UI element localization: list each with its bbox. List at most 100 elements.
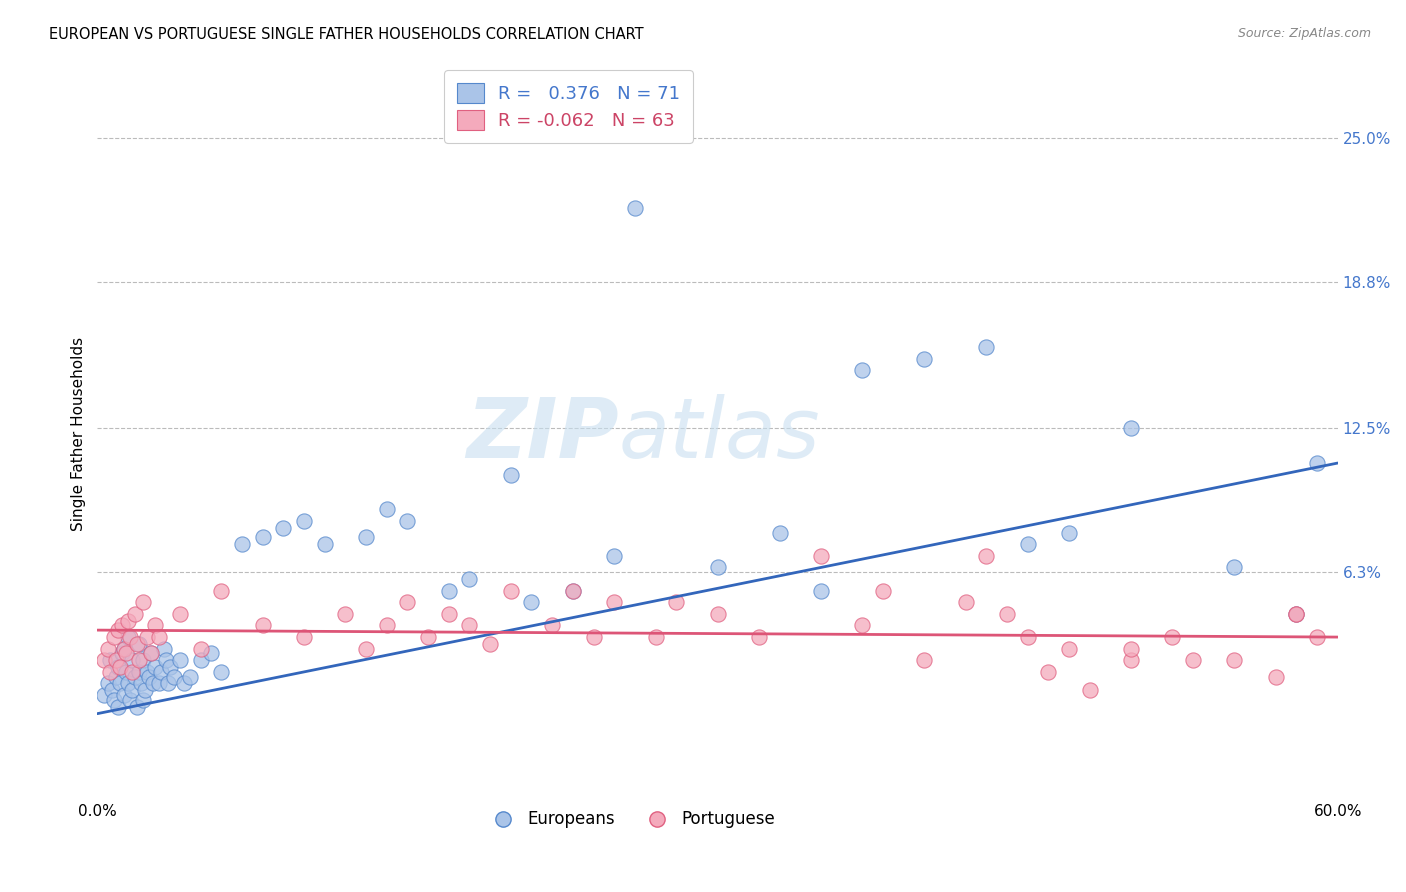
Point [396, 514, 419, 528]
Point [458, 572, 481, 586]
Point [810, 583, 832, 598]
Point [851, 363, 873, 377]
Point [103, 630, 125, 644]
Point [1057, 525, 1080, 540]
Point [103, 692, 125, 706]
Point [1119, 641, 1142, 656]
Point [108, 676, 131, 690]
Point [976, 549, 998, 563]
Point [112, 641, 135, 656]
Point [93, 653, 115, 667]
Point [104, 669, 127, 683]
Point [1285, 607, 1308, 621]
Point [520, 595, 543, 609]
Point [132, 653, 155, 667]
Point [143, 618, 166, 632]
Point [561, 583, 583, 598]
Point [136, 630, 159, 644]
Point [810, 549, 832, 563]
Point [148, 630, 170, 644]
Point [136, 665, 159, 679]
Point [117, 614, 139, 628]
Point [1285, 607, 1308, 621]
Point [437, 583, 460, 598]
Point [124, 607, 146, 621]
Point [292, 630, 315, 644]
Point [209, 583, 232, 598]
Point [231, 537, 253, 551]
Point [107, 699, 129, 714]
Point [179, 669, 201, 683]
Point [112, 688, 135, 702]
Point [159, 660, 181, 674]
Point [1119, 653, 1142, 667]
Point [582, 630, 605, 644]
Point [128, 665, 150, 679]
Point [603, 595, 626, 609]
Point [104, 653, 127, 667]
Point [128, 637, 150, 651]
Point [148, 676, 170, 690]
Text: ZIP: ZIP [465, 393, 619, 475]
Point [121, 665, 143, 679]
Point [117, 676, 139, 690]
Point [1223, 653, 1246, 667]
Point [121, 683, 143, 698]
Point [155, 653, 177, 667]
Point [252, 530, 274, 544]
Point [418, 630, 440, 644]
Text: Source: ZipAtlas.com: Source: ZipAtlas.com [1237, 27, 1371, 40]
Point [1264, 669, 1286, 683]
Point [115, 646, 138, 660]
Point [1285, 607, 1308, 621]
Point [115, 665, 138, 679]
Point [479, 637, 502, 651]
Point [169, 607, 191, 621]
Point [1038, 665, 1060, 679]
Point [150, 665, 173, 679]
Point [624, 201, 647, 215]
Point [273, 521, 295, 535]
Point [912, 351, 935, 366]
Point [499, 467, 522, 482]
Y-axis label: Single Father Households: Single Father Households [72, 337, 86, 531]
Point [458, 618, 481, 632]
Point [209, 665, 232, 679]
Point [120, 692, 142, 706]
Point [1161, 630, 1184, 644]
Text: EUROPEAN VS PORTUGUESE SINGLE FATHER HOUSEHOLDS CORRELATION CHART: EUROPEAN VS PORTUGUESE SINGLE FATHER HOU… [49, 27, 644, 42]
Point [132, 692, 155, 706]
Point [129, 676, 152, 690]
Point [107, 623, 129, 637]
Point [97, 676, 120, 690]
Point [437, 607, 460, 621]
Point [995, 607, 1018, 621]
Point [1306, 630, 1329, 644]
Point [112, 641, 135, 656]
Point [98, 665, 121, 679]
Point [97, 641, 120, 656]
Point [375, 502, 398, 516]
Text: atlas: atlas [619, 393, 820, 475]
Point [665, 595, 688, 609]
Point [1057, 641, 1080, 656]
Point [134, 683, 156, 698]
Point [173, 676, 195, 690]
Point [190, 653, 212, 667]
Point [138, 669, 160, 683]
Point [117, 630, 139, 644]
Point [120, 630, 142, 644]
Point [93, 688, 115, 702]
Point [872, 583, 894, 598]
Point [1182, 653, 1205, 667]
Point [499, 583, 522, 598]
Point [1223, 560, 1246, 574]
Point [98, 653, 121, 667]
Point [335, 607, 357, 621]
Point [125, 699, 148, 714]
Point [976, 340, 998, 354]
Point [163, 669, 186, 683]
Point [603, 549, 626, 563]
Point [1078, 683, 1101, 698]
Point [156, 676, 179, 690]
